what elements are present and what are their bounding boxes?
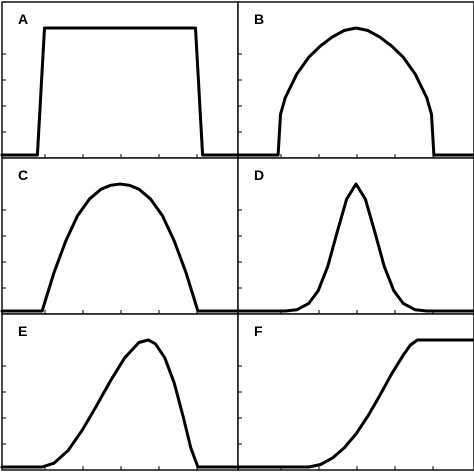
panel-c-label: C <box>18 167 28 183</box>
panel-a: A <box>0 1 240 159</box>
panel-e-label: E <box>18 323 27 339</box>
panel-d-curve <box>236 182 474 313</box>
panel-e-frame <box>1 313 239 471</box>
panel-b-frame <box>237 1 474 159</box>
panel-e: E <box>0 313 240 471</box>
panel-f-curve <box>236 338 474 469</box>
panel-b: B <box>236 1 474 159</box>
panel-f: F <box>236 313 474 471</box>
panel-b-curve <box>236 26 474 157</box>
panel-f-frame <box>237 313 474 471</box>
panel-f-label: F <box>254 323 263 339</box>
panel-d-label: D <box>254 167 264 183</box>
panel-b-label: B <box>254 11 264 27</box>
panel-e-curve <box>0 338 240 469</box>
panel-c-curve <box>0 182 240 313</box>
panel-d: D <box>236 157 474 315</box>
panel-a-label: A <box>18 11 28 27</box>
panel-d-frame <box>237 157 474 315</box>
panel-c-frame <box>1 157 239 315</box>
panel-c: C <box>0 157 240 315</box>
panel-a-curve <box>0 26 240 157</box>
